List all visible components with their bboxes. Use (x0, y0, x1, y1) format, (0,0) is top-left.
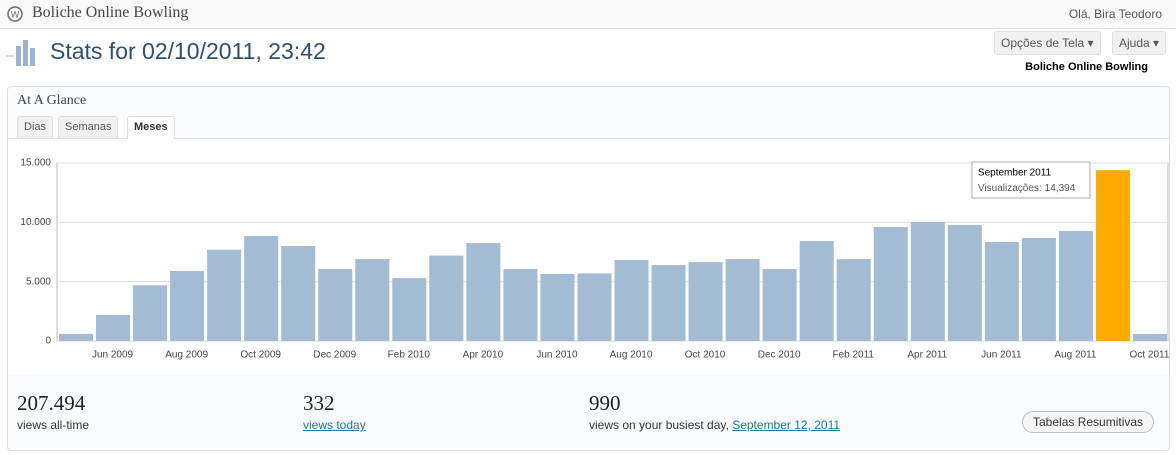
blog-name: Boliche Online Bowling (1025, 61, 1148, 73)
top-bar (0, 0, 1176, 29)
x-tick-label: Oct 2009 (240, 350, 281, 361)
bar (688, 262, 723, 341)
x-tick-label: Feb 2011 (832, 350, 874, 361)
bar (947, 224, 982, 341)
bar (651, 265, 686, 341)
busiest-day-link[interactable]: September 12, 2011 (732, 418, 841, 432)
button-label: Opções de Tela (1001, 36, 1085, 50)
bar (96, 314, 131, 341)
y-tick-label: 15.000 (20, 158, 51, 169)
bar (836, 259, 871, 341)
tooltip-value: 14,394 (1045, 183, 1076, 194)
stats-icon (6, 40, 35, 66)
panel-title: At A Glance (17, 93, 87, 108)
y-tick-label: 5.000 (26, 276, 51, 287)
bar (503, 268, 538, 341)
screen-options-button[interactable]: Opções de Tela ▾ (994, 31, 1101, 55)
x-tick-label: Aug 2010 (610, 350, 653, 361)
x-tick-label: Oct 2010 (685, 350, 726, 361)
tooltip-title: September 2011 (978, 168, 1052, 179)
summary-caption: views on your busiest day, September 12,… (589, 418, 840, 432)
bar (133, 285, 168, 341)
bar (244, 235, 279, 341)
summary-tables-button[interactable]: Tabelas Resumitivas (1022, 411, 1155, 433)
x-tick-label: Oct 2011 (1130, 350, 1170, 361)
bar (762, 268, 797, 341)
bar (1021, 237, 1056, 341)
bar (355, 259, 390, 341)
bar (984, 241, 1019, 341)
bar (540, 273, 575, 341)
x-tick-label: Jun 2009 (92, 350, 134, 361)
bar (1095, 170, 1130, 341)
bar (170, 270, 205, 341)
tab[interactable]: Semanas (58, 116, 119, 138)
bar (1058, 230, 1093, 341)
summary-number: 332 (303, 391, 335, 415)
x-tick-label: Jun 2010 (536, 350, 578, 361)
bar (392, 278, 427, 341)
x-tick-label: Dec 2009 (313, 350, 356, 361)
summary-number: 207.494 (17, 391, 86, 415)
tooltip-label: Visualizações: (978, 183, 1042, 194)
bar (318, 268, 353, 341)
bar (281, 246, 316, 341)
bar (429, 255, 464, 341)
wp-logo[interactable]: W (7, 6, 23, 22)
bar (725, 259, 760, 341)
help-button[interactable]: Ajuda ▾ (1112, 31, 1167, 55)
tooltip-line: Visualizações: 14,394 (978, 183, 1076, 194)
summary-link[interactable]: views today (303, 418, 366, 432)
bar (799, 240, 834, 341)
tab[interactable]: Dias (17, 116, 54, 138)
x-tick-label: Apr 2010 (463, 350, 504, 361)
x-tick-label: Feb 2010 (388, 350, 431, 361)
chart: 0 5.000 10.000 15.000 Jun 2009 Aug 2009 Oct 20… (20, 158, 1170, 361)
x-tick-label: Aug 2011 (1054, 350, 1097, 361)
site-title[interactable]: Boliche Online Bowling (32, 4, 189, 21)
svg-text:W: W (11, 9, 20, 19)
x-tick-label: Aug 2009 (165, 350, 208, 361)
x-tick-label: Jun 2011 (981, 350, 1022, 361)
bar (207, 249, 242, 341)
tooltip-box (971, 161, 1091, 199)
caption-text: views on your busiest day, (589, 418, 729, 432)
button-label: Ajuda (1119, 36, 1150, 50)
bar (577, 273, 612, 341)
tab-border (8, 138, 1169, 139)
greeting[interactable]: Olá, Bira Teodoro (1068, 7, 1162, 21)
summary-caption: views all-time (17, 418, 90, 432)
bar (59, 333, 94, 341)
tab-active[interactable]: Meses (127, 116, 175, 139)
bar (1132, 333, 1167, 341)
x-tick-label: Dec 2010 (758, 350, 801, 361)
y-tick-label: 10.000 (20, 217, 51, 228)
tooltip: September 2011 Visualizações: 14,394 (971, 161, 1091, 199)
page-title: Stats for 02/10/2011, 23:42 (50, 38, 326, 64)
bar (910, 221, 945, 341)
y-tick-label: 0 (45, 336, 51, 347)
bar (614, 259, 649, 341)
x-tick-label: Apr 2011 (907, 350, 947, 361)
bar (466, 243, 501, 341)
summary-number: 990 (589, 391, 621, 415)
bar (873, 227, 908, 341)
